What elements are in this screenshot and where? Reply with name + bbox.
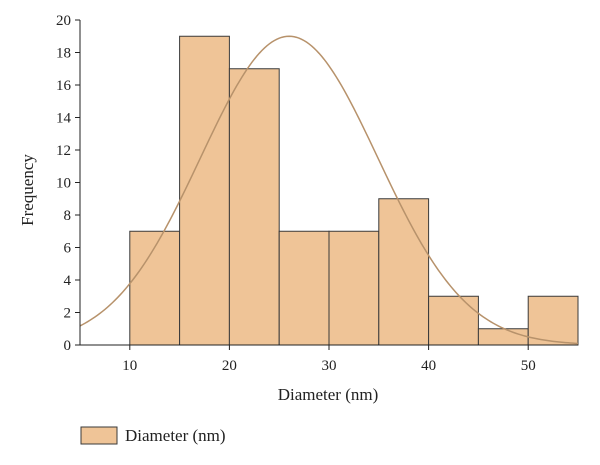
histogram-bar <box>228 68 280 346</box>
y-tick-label: 4 <box>64 273 72 289</box>
y-axis-title: Frequency <box>18 154 37 226</box>
histogram-bar <box>129 230 181 346</box>
y-tick-label: 12 <box>56 143 71 159</box>
histogram-bar <box>278 230 330 346</box>
y-tick-label: 20 <box>56 13 71 29</box>
x-tick-label: 40 <box>421 358 436 374</box>
y-tick-label: 0 <box>64 338 72 354</box>
y-tick-label: 16 <box>56 78 72 94</box>
legend: Diameter (nm) <box>80 426 226 445</box>
y-tick-label: 8 <box>64 208 72 224</box>
x-axis-ticks: 10 20 30 40 50 <box>122 345 536 374</box>
y-axis-ticks: 0 2 4 6 8 10 12 14 16 18 20 <box>56 13 80 354</box>
legend-swatch <box>80 426 118 445</box>
y-tick-label: 18 <box>56 46 71 62</box>
x-tick-label: 10 <box>122 358 137 374</box>
y-tick-label: 14 <box>56 111 72 127</box>
x-tick-label: 20 <box>222 358 237 374</box>
x-tick-label: 30 <box>322 358 337 374</box>
histogram-bar <box>477 328 529 346</box>
legend-label: Diameter (nm) <box>125 426 226 445</box>
y-tick-label: 6 <box>64 241 72 257</box>
bars-group <box>129 35 579 346</box>
histogram-bar <box>428 295 479 346</box>
histogram-bar <box>378 198 430 346</box>
x-tick-label: 50 <box>521 358 536 374</box>
histogram-bar <box>328 230 380 346</box>
x-axis-title: Diameter (nm) <box>278 385 379 404</box>
normal-fit-curve <box>79 35 579 345</box>
y-tick-label: 2 <box>64 306 72 322</box>
histogram-bar <box>179 35 230 346</box>
y-tick-label: 10 <box>56 176 71 192</box>
histogram-bar <box>527 295 579 346</box>
